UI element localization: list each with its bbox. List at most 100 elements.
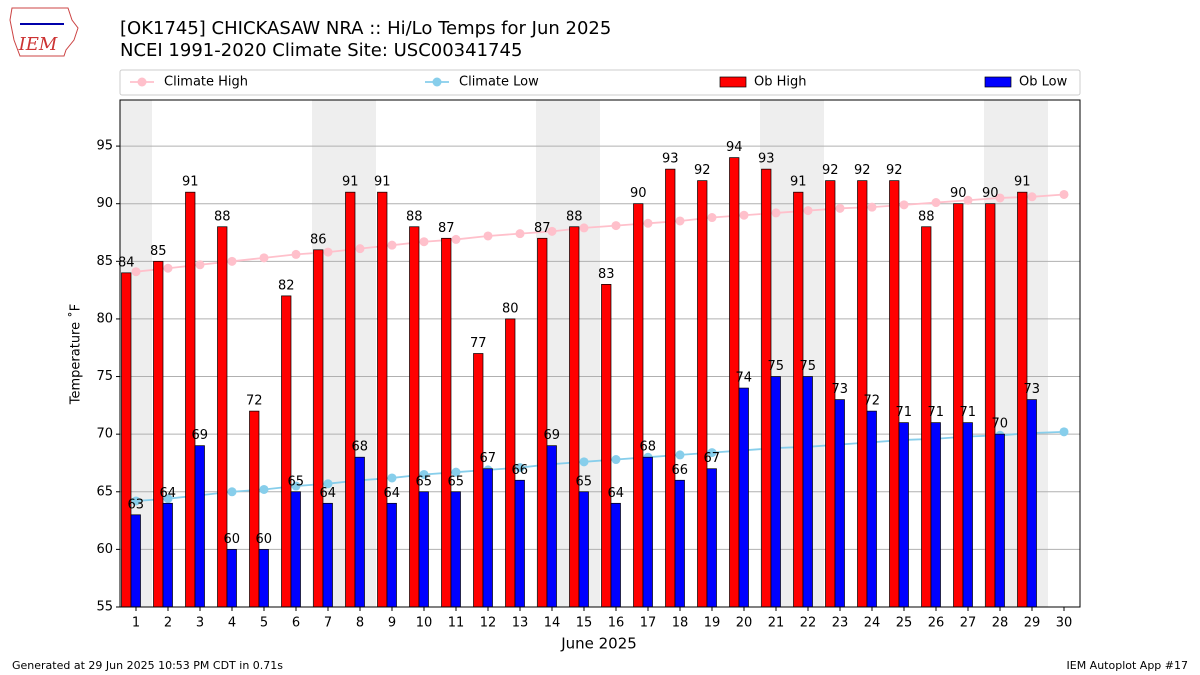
x-tick-label: 26 xyxy=(928,616,945,631)
bar xyxy=(290,491,301,608)
bar-value-label: 91 xyxy=(790,175,807,190)
x-tick-label: 20 xyxy=(736,616,753,631)
bar xyxy=(962,422,973,608)
bar xyxy=(345,191,356,608)
plot-frame xyxy=(119,99,1081,608)
bar-value-label: 64 xyxy=(319,486,336,501)
climate-point xyxy=(867,202,877,212)
bar xyxy=(194,445,205,608)
bar-value-label: 66 xyxy=(671,463,688,478)
bar xyxy=(738,387,749,608)
bar xyxy=(473,353,484,608)
bar xyxy=(514,479,525,608)
x-tick-label: 24 xyxy=(864,616,881,631)
x-tick-label: 3 xyxy=(196,616,204,631)
y-axis-label: Temperature ˚F xyxy=(68,304,84,405)
climate-point xyxy=(163,494,173,504)
climate-point xyxy=(355,244,365,254)
x-tick-label: 29 xyxy=(1024,616,1041,631)
x-tick-label: 13 xyxy=(512,616,529,631)
legend-swatch-marker xyxy=(137,77,147,87)
bar xyxy=(994,433,1005,608)
x-tick-label: 11 xyxy=(448,616,465,631)
climate-point xyxy=(675,216,685,226)
climate-point xyxy=(963,195,973,205)
y-tick-label: 75 xyxy=(96,369,113,384)
bar-value-label: 65 xyxy=(415,474,432,489)
bar-value-label: 68 xyxy=(639,440,656,455)
bar xyxy=(185,191,196,608)
bar-value-label: 91 xyxy=(342,175,359,190)
climate-point xyxy=(515,229,525,239)
bar xyxy=(441,237,452,608)
bar-value-label: 77 xyxy=(470,336,487,351)
climate-point xyxy=(291,481,301,491)
climate-point xyxy=(707,448,717,458)
climate-point xyxy=(1059,189,1069,199)
bar-value-label: 87 xyxy=(534,221,551,236)
bar xyxy=(409,226,420,608)
bar xyxy=(569,226,580,608)
climate-point xyxy=(387,240,397,250)
y-tick-label: 95 xyxy=(96,139,113,154)
y-tick-label: 70 xyxy=(96,427,113,442)
climate-point xyxy=(771,208,781,218)
bar-value-label: 91 xyxy=(1014,175,1031,190)
bar xyxy=(482,468,493,608)
bar-value-label: 71 xyxy=(927,405,944,420)
climate-point xyxy=(323,479,333,489)
x-tick-label: 14 xyxy=(544,616,561,631)
bar-value-label: 65 xyxy=(575,474,592,489)
bar-value-label: 92 xyxy=(694,163,711,178)
climate-point xyxy=(227,256,237,266)
bar-value-label: 83 xyxy=(598,267,615,282)
bar xyxy=(1017,191,1028,608)
x-tick-label: 28 xyxy=(992,616,1009,631)
bar-value-label: 90 xyxy=(630,186,647,201)
bar-value-label: 93 xyxy=(758,152,775,167)
climate-point xyxy=(451,234,461,244)
climate-point xyxy=(163,263,173,273)
bar-value-label: 67 xyxy=(703,451,720,466)
bar-value-label: 69 xyxy=(191,428,208,443)
bar xyxy=(546,445,557,608)
climate-point xyxy=(899,200,909,210)
bar xyxy=(601,284,612,608)
bar-value-label: 60 xyxy=(255,532,272,547)
bar xyxy=(322,502,333,608)
climate-point xyxy=(419,237,429,247)
bar-value-label: 82 xyxy=(278,278,295,293)
x-tick-label: 27 xyxy=(960,616,977,631)
climate-point xyxy=(259,484,269,494)
bar-value-label: 90 xyxy=(982,186,999,201)
bar-value-label: 64 xyxy=(383,486,400,501)
bar xyxy=(354,456,365,608)
bar-value-label: 91 xyxy=(182,175,199,190)
climate-point xyxy=(803,206,813,216)
bar-value-label: 94 xyxy=(726,140,743,155)
bar xyxy=(761,168,772,608)
climate-point xyxy=(611,455,621,465)
climate-point xyxy=(707,213,717,223)
x-tick-label: 25 xyxy=(896,616,913,631)
climate-point xyxy=(931,198,941,208)
bar-value-label: 60 xyxy=(223,532,240,547)
legend-swatch-marker xyxy=(432,77,442,87)
bar xyxy=(130,514,141,608)
bar xyxy=(121,272,132,608)
climate-point xyxy=(387,473,397,483)
legend-label: Ob High xyxy=(754,75,807,90)
legend-label: Climate High xyxy=(164,75,248,90)
bar-value-label: 88 xyxy=(214,209,231,224)
x-tick-label: 21 xyxy=(768,616,785,631)
climate-point xyxy=(579,223,589,233)
y-tick-label: 90 xyxy=(96,196,113,211)
bar xyxy=(313,249,324,608)
bar xyxy=(226,549,237,608)
bar xyxy=(770,376,781,608)
bar xyxy=(258,549,269,608)
legend-label: Ob Low xyxy=(1019,75,1068,90)
y-tick-label: 80 xyxy=(96,311,113,326)
bar xyxy=(418,491,429,608)
bar-value-label: 71 xyxy=(959,405,976,420)
